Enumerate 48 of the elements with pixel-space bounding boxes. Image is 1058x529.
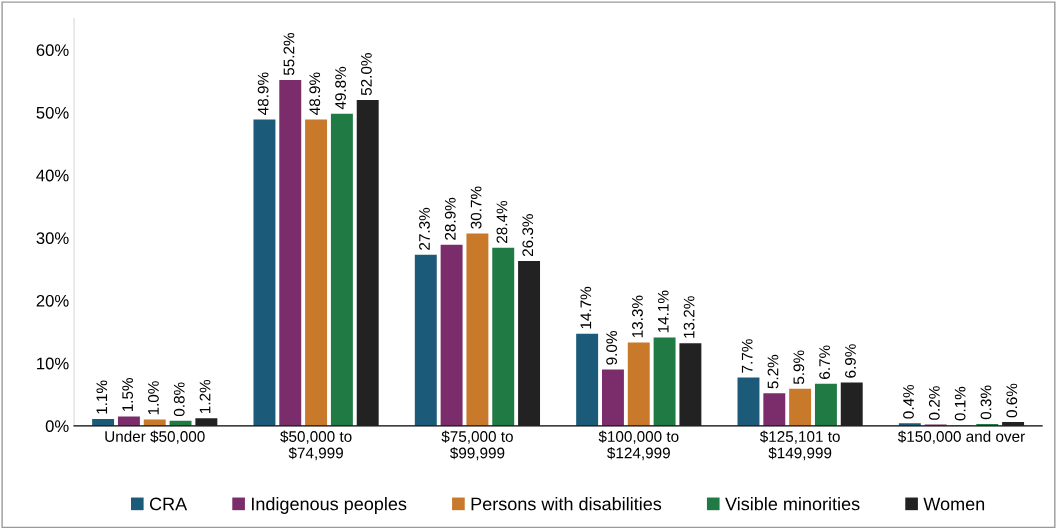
data-label: 0.1% — [954, 386, 966, 421]
data-label: 55.2% — [283, 32, 295, 76]
y-tick-label: 50% — [36, 106, 69, 119]
y-tick-label: 60% — [36, 44, 69, 57]
data-label: 1.1% — [96, 380, 108, 414]
data-label: 0.6% — [1006, 383, 1018, 418]
data-label: 9.0% — [606, 331, 618, 365]
x-tick-label: Under $50,000 — [105, 430, 205, 444]
data-label: 0.8% — [173, 382, 185, 417]
y-tick-label: 40% — [36, 169, 69, 182]
data-label: 0.2% — [928, 386, 940, 420]
data-label: 6.7% — [819, 345, 831, 379]
x-tick-label: $100,000 to $124,999 — [598, 430, 679, 461]
data-label: 48.9% — [309, 72, 321, 115]
data-label: 7.7% — [741, 339, 753, 373]
data-label: 14.7% — [580, 286, 592, 329]
data-label: 28.4% — [496, 200, 508, 243]
data-label: 49.8% — [335, 66, 346, 110]
data-label: 28.9% — [444, 197, 456, 240]
data-label: 26.3% — [522, 214, 534, 257]
data-label: 52.0% — [360, 53, 372, 96]
y-tick-label: 30% — [36, 232, 69, 245]
x-tick-label: $50,000 to $74,999 — [280, 430, 352, 461]
data-label: 0.3% — [980, 385, 992, 420]
data-label: 1.0% — [148, 381, 159, 415]
legend-label: Women — [923, 497, 985, 511]
legend-label: Persons with disabilities — [471, 497, 662, 511]
data-label: 48.9% — [257, 72, 269, 115]
legend-label: CRA — [149, 497, 188, 511]
data-label: 1.5% — [122, 378, 134, 412]
x-tick-label: $75,000 to $99,999 — [441, 430, 513, 461]
y-tick-label: 10% — [37, 357, 69, 370]
data-label: 30.7% — [470, 186, 482, 229]
data-label: 14.1% — [657, 290, 669, 333]
data-label: 1.2% — [199, 379, 211, 413]
y-tick-label: 0% — [45, 420, 69, 433]
data-label: 13.3% — [632, 295, 643, 338]
data-label: 5.9% — [793, 350, 805, 385]
legend-label: Indigenous peoples — [252, 497, 407, 514]
data-label: 13.2% — [683, 296, 695, 338]
x-tick-label: $150,000 and over — [897, 430, 1025, 444]
data-label: 27.3% — [419, 207, 430, 250]
data-label: 6.9% — [845, 344, 856, 378]
y-tick-label: 20% — [36, 294, 69, 307]
legend-label: Visible minorities — [725, 497, 860, 511]
data-label: 5.2% — [767, 354, 779, 389]
data-label: 0.4% — [903, 384, 914, 419]
x-tick-label: $125,101 to $149,999 — [759, 430, 840, 461]
